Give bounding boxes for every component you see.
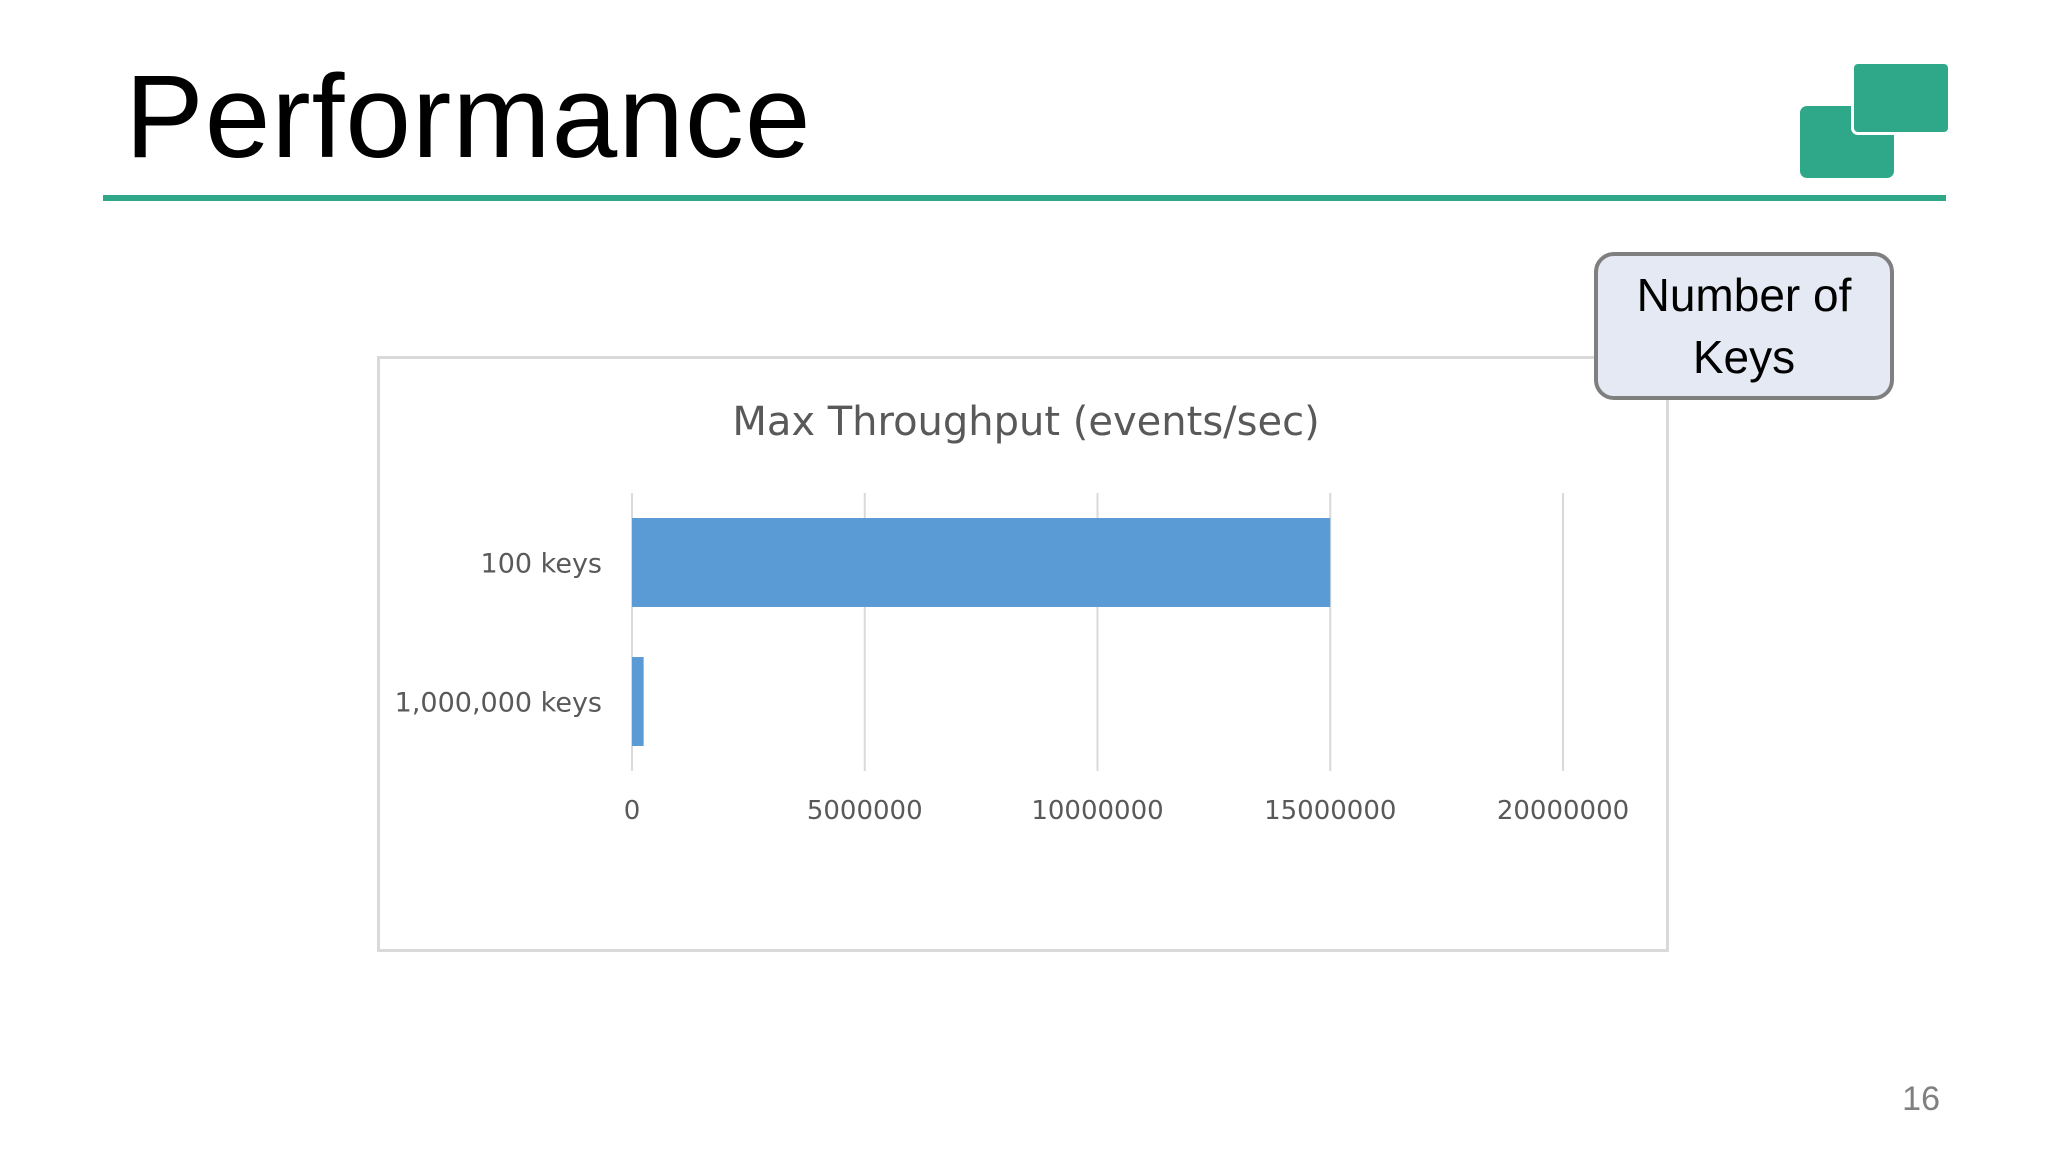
slide-title: Performance bbox=[125, 51, 812, 183]
x-tick-label: 5000000 bbox=[807, 796, 923, 826]
bar bbox=[632, 657, 644, 746]
chart-area: Max Throughput (events/sec) 0 5000000 10000… bbox=[377, 356, 1669, 952]
x-tick-label: 15000000 bbox=[1264, 796, 1396, 826]
page-number: 16 bbox=[1902, 1080, 1940, 1118]
logo-icon bbox=[1800, 61, 1951, 178]
bar bbox=[632, 518, 1331, 607]
x-tick-label: 10000000 bbox=[1031, 796, 1163, 826]
title-divider bbox=[103, 195, 1946, 201]
y-category-label: 100 keys bbox=[481, 549, 602, 580]
bar-chart: Max Throughput (events/sec) 0 5000000 10000… bbox=[395, 399, 1630, 826]
callout-text: Number of Keys bbox=[1636, 268, 1852, 383]
logo-square-front bbox=[1851, 61, 1951, 135]
chart-title: Max Throughput (events/sec) bbox=[732, 399, 1319, 445]
x-tick-label: 0 bbox=[624, 796, 641, 826]
y-category-label: 1,000,000 keys bbox=[395, 688, 602, 719]
x-tick-label: 20000000 bbox=[1497, 796, 1629, 826]
callout-box: Number of Keys bbox=[1594, 252, 1894, 400]
